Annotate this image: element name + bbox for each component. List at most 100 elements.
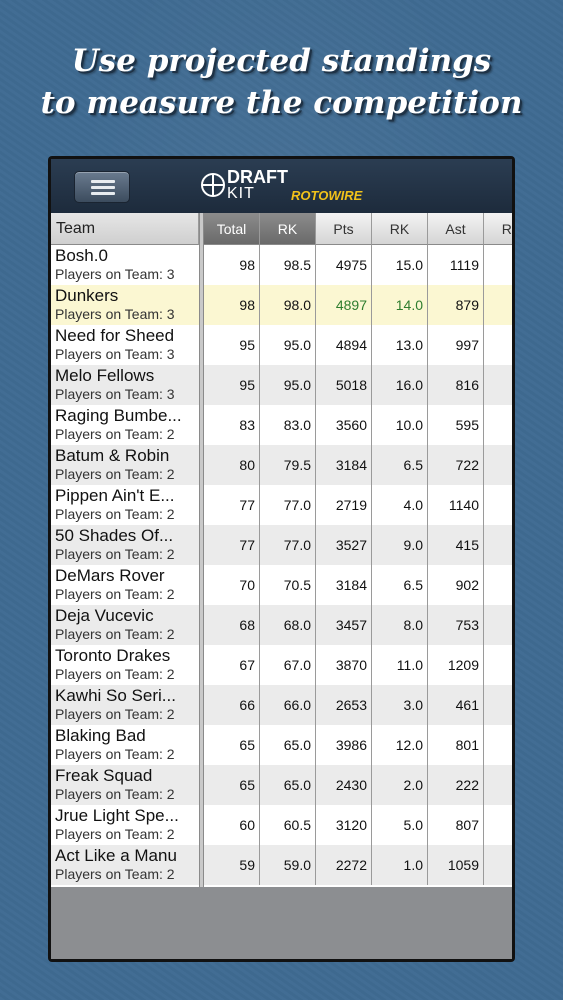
team-cell: Act Like a Manu Players on Team: 2 bbox=[51, 845, 199, 885]
players-on-team: Players on Team: 2 bbox=[55, 746, 175, 762]
players-on-team: Players on Team: 3 bbox=[55, 306, 175, 322]
cell-pts: 4894 bbox=[316, 325, 372, 365]
cell-ast: 801 bbox=[428, 725, 484, 765]
promo-headline: Use projected standings to measure the c… bbox=[0, 40, 563, 124]
cell-ast-rk bbox=[484, 805, 512, 845]
cell-total: 60 bbox=[204, 805, 260, 845]
cell-total: 65 bbox=[204, 725, 260, 765]
table-row[interactable]: Batum & Robin Players on Team: 2 80 79.5 318… bbox=[51, 445, 512, 485]
team-name: Freak Squad bbox=[55, 766, 153, 785]
cell-pts: 5018 bbox=[316, 365, 372, 405]
team-name: Deja Vucevic bbox=[55, 606, 154, 625]
cell-ast-rk: 1 bbox=[484, 645, 512, 685]
players-on-team: Players on Team: 2 bbox=[55, 586, 175, 602]
cell-ast-rk bbox=[484, 405, 512, 445]
cell-total: 59 bbox=[204, 845, 260, 885]
cell-ast: 415 bbox=[428, 525, 484, 565]
cell-ast-rk: 1 bbox=[484, 485, 512, 525]
cell-ast: 1059 bbox=[428, 845, 484, 885]
players-on-team: Players on Team: 2 bbox=[55, 626, 175, 642]
team-cell: Pippen Ain't E... Players on Team: 2 bbox=[51, 485, 199, 525]
team-cell: Need for Sheed Players on Team: 3 bbox=[51, 325, 199, 365]
table-row[interactable]: Jrue Light Spe... Players on Team: 2 60 60.… bbox=[51, 805, 512, 845]
logo-rotowire-text: ROTOWIRE bbox=[291, 188, 363, 203]
cell-rk: 77.0 bbox=[260, 525, 316, 565]
cell-total: 77 bbox=[204, 485, 260, 525]
cell-ast-rk: 1 bbox=[484, 325, 512, 365]
cell-pts: 3184 bbox=[316, 565, 372, 605]
cell-rk: 79.5 bbox=[260, 445, 316, 485]
team-cell: Blaking Bad Players on Team: 2 bbox=[51, 725, 199, 765]
cell-ast: 753 bbox=[428, 605, 484, 645]
column-header-assists-rank[interactable]: RK bbox=[484, 213, 512, 245]
column-header-points-rank[interactable]: RK bbox=[372, 213, 428, 245]
cell-ast: 722 bbox=[428, 445, 484, 485]
menu-button[interactable] bbox=[74, 171, 130, 203]
cell-rk: 77.0 bbox=[260, 485, 316, 525]
team-cell: Melo Fellows Players on Team: 3 bbox=[51, 365, 199, 405]
column-header-total-rank[interactable]: RK bbox=[260, 213, 316, 245]
players-on-team: Players on Team: 3 bbox=[55, 386, 175, 402]
cell-pts-rk: 15.0 bbox=[372, 245, 428, 285]
column-header-points[interactable]: Pts bbox=[316, 213, 372, 245]
hamburger-menu-icon bbox=[91, 192, 115, 195]
cell-pts: 2719 bbox=[316, 485, 372, 525]
team-name: Blaking Bad bbox=[55, 726, 146, 745]
players-on-team: Players on Team: 2 bbox=[55, 786, 175, 802]
cell-pts: 3986 bbox=[316, 725, 372, 765]
table-row[interactable]: DeMars Rover Players on Team: 2 70 70.5 3184… bbox=[51, 565, 512, 605]
cell-ast-rk: 1 bbox=[484, 845, 512, 885]
table-row[interactable]: 50 Shades Of... Players on Team: 2 77 77.0 3… bbox=[51, 525, 512, 565]
headline-line-2: to measure the competition bbox=[40, 85, 523, 121]
table-row[interactable]: Need for Sheed Players on Team: 3 95 95.0 48… bbox=[51, 325, 512, 365]
cell-total: 98 bbox=[204, 245, 260, 285]
cell-pts: 2653 bbox=[316, 685, 372, 725]
cell-pts-rk: 1.0 bbox=[372, 845, 428, 885]
cell-ast-rk bbox=[484, 725, 512, 765]
table-row[interactable]: Freak Squad Players on Team: 2 65 65.0 2430 2… bbox=[51, 765, 512, 805]
table-row[interactable]: Melo Fellows Players on Team: 3 95 95.0 5018… bbox=[51, 365, 512, 405]
team-cell: Raging Bumbe... Players on Team: 2 bbox=[51, 405, 199, 445]
cell-rk: 98.5 bbox=[260, 245, 316, 285]
cell-ast: 1119 bbox=[428, 245, 484, 285]
column-header-team[interactable]: Team bbox=[51, 213, 199, 245]
table-row[interactable]: Raging Bumbe... Players on Team: 2 83 83.0 3… bbox=[51, 405, 512, 445]
column-header-total[interactable]: Total bbox=[204, 213, 260, 245]
players-on-team: Players on Team: 2 bbox=[55, 426, 175, 442]
logo-draft-text: DRAFT bbox=[227, 167, 288, 187]
cell-pts: 2272 bbox=[316, 845, 372, 885]
cell-pts-rk: 6.5 bbox=[372, 445, 428, 485]
table-row[interactable]: Kawhi So Seri... Players on Team: 2 66 66.0… bbox=[51, 685, 512, 725]
cell-ast: 1209 bbox=[428, 645, 484, 685]
cell-total: 65 bbox=[204, 765, 260, 805]
hamburger-menu-icon bbox=[91, 186, 115, 189]
cell-ast: 879 bbox=[428, 285, 484, 325]
cell-ast-rk bbox=[484, 365, 512, 405]
column-header-assists[interactable]: Ast bbox=[428, 213, 484, 245]
cell-ast: 807 bbox=[428, 805, 484, 845]
cell-pts-rk: 9.0 bbox=[372, 525, 428, 565]
players-on-team: Players on Team: 2 bbox=[55, 706, 175, 722]
players-on-team: Players on Team: 2 bbox=[55, 866, 175, 882]
cell-pts-rk: 6.5 bbox=[372, 565, 428, 605]
cell-pts: 3184 bbox=[316, 445, 372, 485]
team-cell: 50 Shades Of... Players on Team: 2 bbox=[51, 525, 199, 565]
table-row[interactable]: Deja Vucevic Players on Team: 2 68 68.0 3457… bbox=[51, 605, 512, 645]
players-on-team: Players on Team: 2 bbox=[55, 826, 175, 842]
cell-pts-rk: 12.0 bbox=[372, 725, 428, 765]
cell-total: 98 bbox=[204, 285, 260, 325]
table-row[interactable]: Dunkers Players on Team: 3 98 98.0 4897 14.0 8… bbox=[51, 285, 512, 325]
cell-rk: 95.0 bbox=[260, 365, 316, 405]
cell-ast-rk bbox=[484, 525, 512, 565]
cell-ast: 1140 bbox=[428, 485, 484, 525]
cell-ast-rk bbox=[484, 685, 512, 725]
table-row[interactable]: Blaking Bad Players on Team: 2 65 65.0 3986 1… bbox=[51, 725, 512, 765]
team-cell: Batum & Robin Players on Team: 2 bbox=[51, 445, 199, 485]
cell-pts: 3120 bbox=[316, 805, 372, 845]
table-row[interactable]: Bosh.0 Players on Team: 3 98 98.5 4975 15.0 11… bbox=[51, 245, 512, 285]
table-row[interactable]: Toronto Drakes Players on Team: 2 67 67.0 38… bbox=[51, 645, 512, 685]
table-row[interactable]: Pippen Ain't E... Players on Team: 2 77 77.… bbox=[51, 485, 512, 525]
table-row[interactable]: Act Like a Manu Players on Team: 2 59 59.0 2… bbox=[51, 845, 512, 885]
cell-rk: 68.0 bbox=[260, 605, 316, 645]
cell-pts: 2430 bbox=[316, 765, 372, 805]
